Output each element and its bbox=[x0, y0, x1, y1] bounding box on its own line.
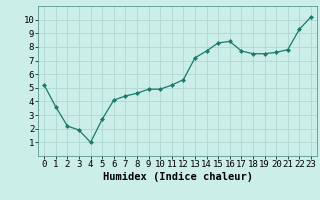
X-axis label: Humidex (Indice chaleur): Humidex (Indice chaleur) bbox=[103, 172, 252, 182]
